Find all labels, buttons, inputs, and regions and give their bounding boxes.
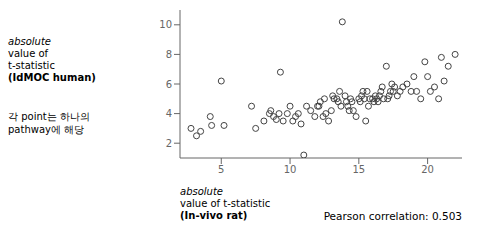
html-text:각 point는 하나의 pathway에 해당: 각 point는 하나의 pathway에 해당 — [8, 111, 90, 135]
svg-text:2: 2 — [166, 138, 172, 149]
svg-text:10: 10 — [159, 19, 172, 30]
html-text:(In-vivo rat): (In-vivo rat) — [180, 210, 248, 221]
svg-text:15: 15 — [352, 164, 365, 175]
svg-text:6: 6 — [166, 79, 172, 90]
html-text:(IdMOC human): (IdMOC human) — [8, 72, 96, 83]
html-text:absolute: absolute — [180, 186, 223, 197]
svg-text:10: 10 — [284, 164, 297, 175]
svg-text:4: 4 — [166, 108, 172, 119]
svg-text:20: 20 — [421, 164, 434, 175]
html-text:t-statistic: t-statistic — [8, 60, 55, 71]
html-text:Pearson correlation: 0.503: Pearson correlation: 0.503 — [323, 210, 462, 222]
svg-text:5: 5 — [218, 164, 224, 175]
html-text:absolute: absolute — [8, 36, 51, 47]
html-text:value of t-statistic: value of t-statistic — [180, 198, 271, 209]
html-text:value of: value of — [8, 48, 49, 59]
svg-text:8: 8 — [166, 49, 172, 60]
